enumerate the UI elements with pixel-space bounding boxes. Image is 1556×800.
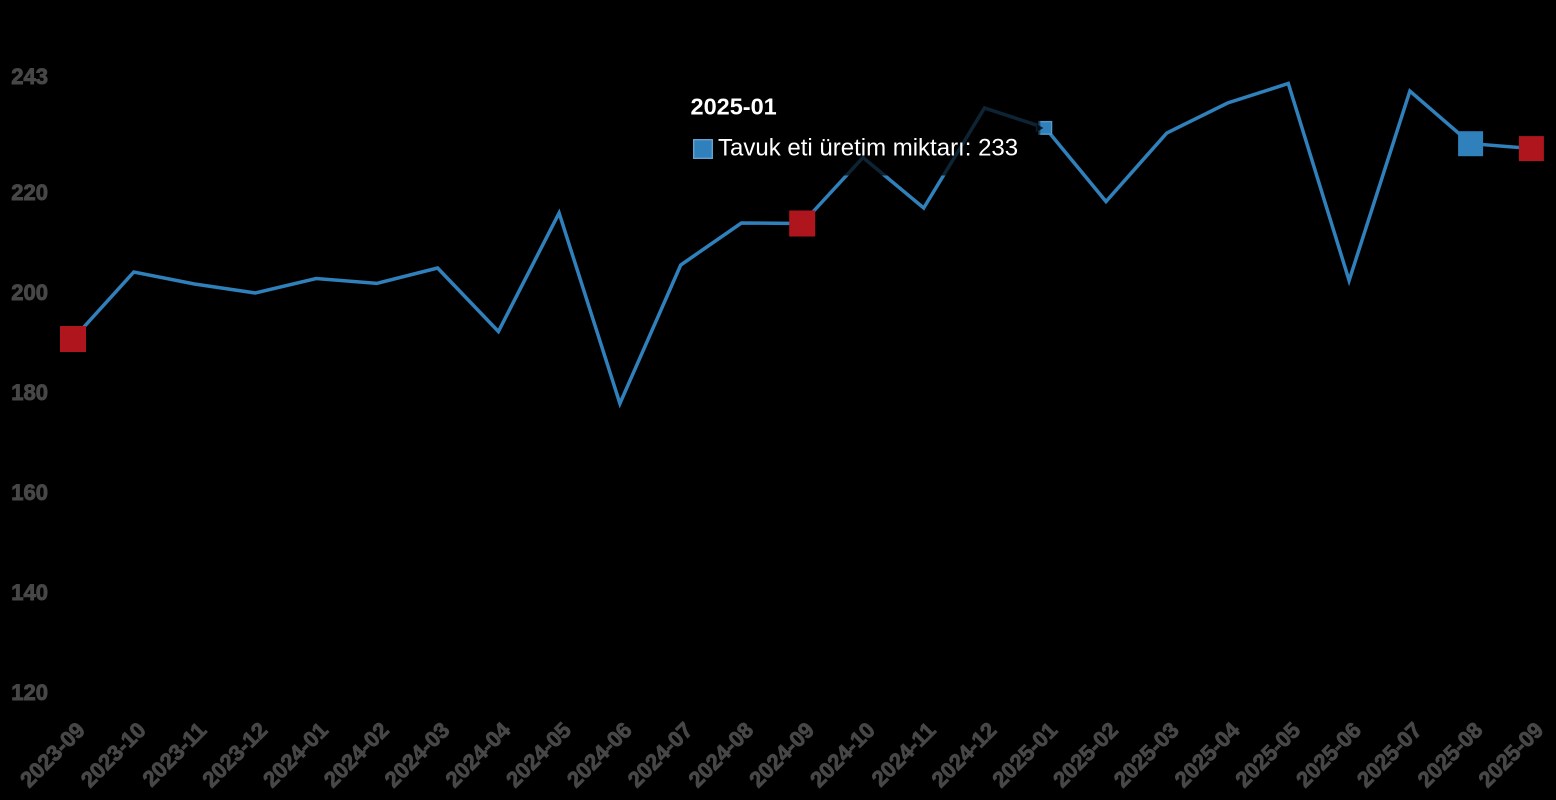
svg-text:2025-01: 2025-01 xyxy=(691,94,777,120)
svg-text:2025-09: 2025-09 xyxy=(1473,717,1548,792)
svg-text:2023-09: 2023-09 xyxy=(15,717,90,792)
svg-text:2024-07: 2024-07 xyxy=(623,717,698,792)
svg-text:2024-04: 2024-04 xyxy=(440,717,515,792)
svg-text:2025-02: 2025-02 xyxy=(1048,717,1123,792)
svg-text:2024-12: 2024-12 xyxy=(927,717,1002,792)
svg-text:2024-10: 2024-10 xyxy=(805,717,880,792)
svg-text:2025-06: 2025-06 xyxy=(1291,717,1366,792)
svg-text:243: 243 xyxy=(11,64,48,89)
svg-text:2024-06: 2024-06 xyxy=(562,717,637,792)
svg-text:2025-05: 2025-05 xyxy=(1230,717,1305,792)
svg-text:2025-03: 2025-03 xyxy=(1109,717,1184,792)
svg-text:2024-01: 2024-01 xyxy=(258,717,333,792)
svg-text:2024-02: 2024-02 xyxy=(319,717,394,792)
svg-text:Tavuk eti üretim miktarı: 233: Tavuk eti üretim miktarı: 233 xyxy=(718,135,1018,162)
svg-text:160: 160 xyxy=(11,480,48,505)
svg-text:2023-11: 2023-11 xyxy=(137,717,211,791)
svg-text:220: 220 xyxy=(11,180,48,205)
svg-text:200: 200 xyxy=(11,280,48,305)
svg-text:2024-05: 2024-05 xyxy=(501,717,576,792)
svg-text:2025-01: 2025-01 xyxy=(987,717,1062,792)
svg-text:2025-07: 2025-07 xyxy=(1352,717,1427,792)
svg-text:120: 120 xyxy=(11,680,48,705)
svg-text:2024-03: 2024-03 xyxy=(380,717,455,792)
svg-text:180: 180 xyxy=(11,380,48,405)
svg-text:2023-12: 2023-12 xyxy=(197,717,272,792)
svg-text:2024-11: 2024-11 xyxy=(867,717,941,791)
svg-text:2025-08: 2025-08 xyxy=(1413,717,1488,792)
svg-text:2025-04: 2025-04 xyxy=(1170,717,1245,792)
svg-text:2023-10: 2023-10 xyxy=(76,717,151,792)
svg-text:2024-08: 2024-08 xyxy=(683,717,758,792)
svg-text:140: 140 xyxy=(11,580,48,605)
svg-text:2024-09: 2024-09 xyxy=(744,717,819,792)
